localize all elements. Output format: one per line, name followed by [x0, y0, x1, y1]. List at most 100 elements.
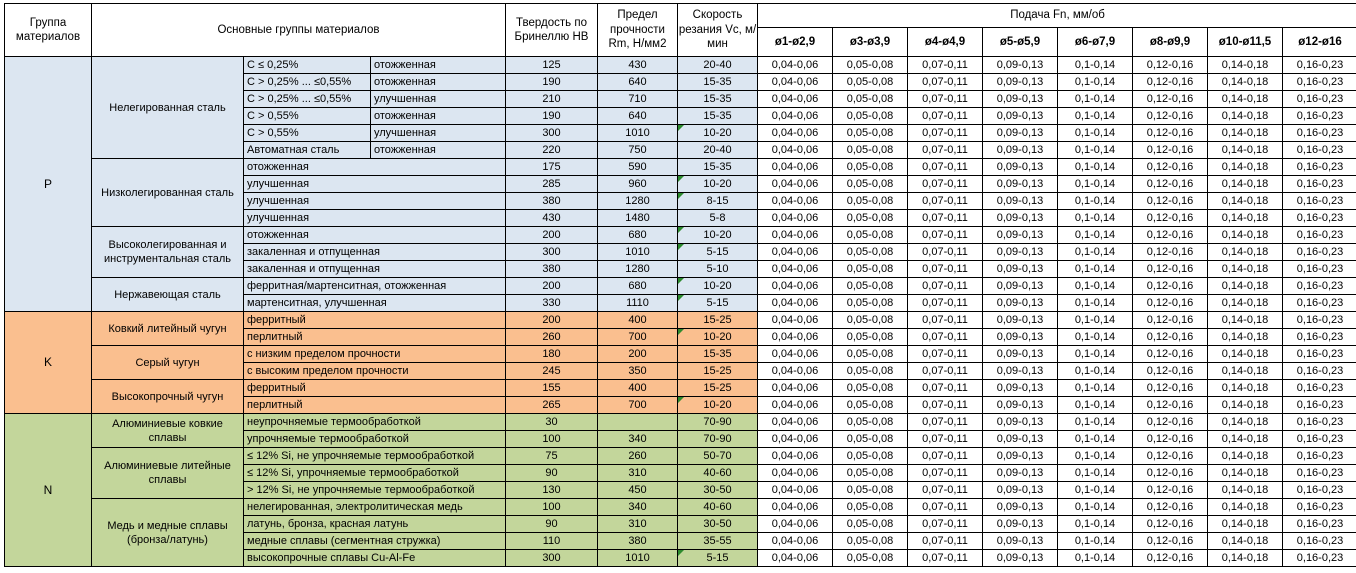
material-composition-cell[interactable]: C > 0,25% ... ≤0,55% — [243, 73, 371, 91]
feed-value-cell[interactable]: 0,12-0,16 — [1132, 175, 1208, 193]
feed-value-cell[interactable]: 0,07-0,11 — [907, 464, 983, 482]
feed-value-cell[interactable]: 0,12-0,16 — [1132, 158, 1208, 176]
feed-value-cell[interactable]: 0,12-0,16 — [1132, 413, 1208, 431]
feed-value-cell[interactable]: 0,09-0,13 — [982, 362, 1058, 380]
feed-value-cell[interactable]: 0,14-0,18 — [1207, 243, 1283, 261]
feed-value-cell[interactable]: 0,14-0,18 — [1207, 141, 1283, 159]
feed-value-cell[interactable]: 0,14-0,18 — [1207, 209, 1283, 227]
feed-value-cell[interactable]: 0,09-0,13 — [982, 413, 1058, 431]
tensile-rm-cell[interactable]: 310 — [597, 515, 678, 533]
feed-value-cell[interactable]: 0,04-0,06 — [757, 294, 833, 312]
feed-value-cell[interactable]: 0,07-0,11 — [907, 277, 983, 295]
hardness-hb-cell[interactable]: 330 — [505, 294, 598, 312]
feed-value-cell[interactable]: 0,07-0,11 — [907, 481, 983, 499]
header-feed-title[interactable]: Подача Fn, мм/об — [756, 3, 1356, 28]
feed-value-cell[interactable]: 0,14-0,18 — [1207, 56, 1283, 74]
cutting-speed-cell[interactable]: 15-35 — [677, 345, 758, 363]
feed-value-cell[interactable]: 0,09-0,13 — [982, 328, 1058, 346]
tensile-rm-cell[interactable]: 1010 — [597, 243, 678, 261]
material-desc-cell[interactable]: с высоким пределом прочности — [243, 362, 506, 380]
hardness-hb-cell[interactable]: 200 — [505, 311, 598, 329]
header-diameter-range[interactable]: ø8-ø9,9 — [1132, 27, 1208, 57]
feed-value-cell[interactable]: 0,09-0,13 — [982, 175, 1058, 193]
hardness-hb-cell[interactable]: 190 — [505, 107, 598, 125]
feed-value-cell[interactable]: 0,04-0,06 — [757, 175, 833, 193]
feed-value-cell[interactable]: 0,07-0,11 — [907, 209, 983, 227]
feed-value-cell[interactable]: 0,05-0,08 — [832, 379, 908, 397]
feed-value-cell[interactable]: 0,07-0,11 — [907, 124, 983, 142]
cutting-speed-cell[interactable]: 15-35 — [677, 73, 758, 91]
feed-value-cell[interactable]: 0,05-0,08 — [832, 413, 908, 431]
feed-value-cell[interactable]: 0,16-0,23 — [1281, 515, 1356, 533]
feed-value-cell[interactable]: 0,16-0,23 — [1281, 175, 1356, 193]
feed-value-cell[interactable]: 0,09-0,13 — [982, 549, 1058, 567]
feed-value-cell[interactable]: 0,1-0,14 — [1057, 515, 1133, 533]
feed-value-cell[interactable]: 0,07-0,11 — [907, 532, 983, 550]
tensile-rm-cell[interactable]: 1280 — [597, 260, 678, 278]
cutting-speed-cell[interactable]: 70-90 — [677, 413, 758, 431]
feed-value-cell[interactable]: 0,05-0,08 — [832, 362, 908, 380]
feed-value-cell[interactable]: 0,16-0,23 — [1281, 345, 1356, 363]
feed-value-cell[interactable]: 0,09-0,13 — [982, 124, 1058, 142]
hardness-hb-cell[interactable]: 130 — [505, 481, 598, 499]
feed-value-cell[interactable]: 0,12-0,16 — [1132, 260, 1208, 278]
feed-value-cell[interactable]: 0,04-0,06 — [757, 158, 833, 176]
feed-value-cell[interactable]: 0,16-0,23 — [1281, 430, 1356, 448]
feed-value-cell[interactable]: 0,09-0,13 — [982, 447, 1058, 465]
feed-value-cell[interactable]: 0,14-0,18 — [1207, 362, 1283, 380]
material-composition-cell[interactable]: C > 0,25% ... ≤0,55% — [243, 90, 371, 108]
feed-value-cell[interactable]: 0,1-0,14 — [1057, 396, 1133, 414]
feed-value-cell[interactable]: 0,14-0,18 — [1207, 277, 1283, 295]
subgroup-name-cell[interactable]: Серый чугун — [91, 345, 244, 380]
feed-value-cell[interactable]: 0,16-0,23 — [1281, 107, 1356, 125]
hardness-hb-cell[interactable]: 380 — [505, 260, 598, 278]
feed-value-cell[interactable]: 0,04-0,06 — [757, 277, 833, 295]
group-letter-cell[interactable]: N — [4, 413, 92, 567]
header-main-material-groups[interactable]: Основные группы материалов — [91, 3, 506, 57]
feed-value-cell[interactable]: 0,09-0,13 — [982, 56, 1058, 74]
feed-value-cell[interactable]: 0,09-0,13 — [982, 107, 1058, 125]
cutting-speed-cell[interactable]: 15-25 — [677, 311, 758, 329]
tensile-rm-cell[interactable]: 350 — [597, 362, 678, 380]
material-desc-cell[interactable]: ферритный — [243, 379, 506, 397]
feed-value-cell[interactable]: 0,07-0,11 — [907, 107, 983, 125]
cutting-speed-cell[interactable]: 15-35 — [677, 90, 758, 108]
header-cutting-speed[interactable]: Скорость резания Vc, м/мин — [677, 3, 758, 57]
feed-value-cell[interactable]: 0,12-0,16 — [1132, 226, 1208, 244]
feed-value-cell[interactable]: 0,1-0,14 — [1057, 379, 1133, 397]
feed-value-cell[interactable]: 0,12-0,16 — [1132, 498, 1208, 516]
header-diameter-range[interactable]: ø10-ø11,5 — [1207, 27, 1283, 57]
feed-value-cell[interactable]: 0,1-0,14 — [1057, 549, 1133, 567]
tensile-rm-cell[interactable]: 680 — [597, 226, 678, 244]
feed-value-cell[interactable]: 0,12-0,16 — [1132, 515, 1208, 533]
material-state-cell[interactable]: отожженная — [370, 107, 506, 125]
material-desc-cell[interactable]: неупрочняемые термообработкой — [243, 413, 506, 431]
feed-value-cell[interactable]: 0,12-0,16 — [1132, 379, 1208, 397]
feed-value-cell[interactable]: 0,05-0,08 — [832, 260, 908, 278]
tensile-rm-cell[interactable]: 710 — [597, 90, 678, 108]
hardness-hb-cell[interactable]: 100 — [505, 430, 598, 448]
feed-value-cell[interactable]: 0,14-0,18 — [1207, 124, 1283, 142]
feed-value-cell[interactable]: 0,12-0,16 — [1132, 396, 1208, 414]
feed-value-cell[interactable]: 0,05-0,08 — [832, 56, 908, 74]
feed-value-cell[interactable]: 0,1-0,14 — [1057, 345, 1133, 363]
hardness-hb-cell[interactable]: 190 — [505, 73, 598, 91]
feed-value-cell[interactable]: 0,05-0,08 — [832, 345, 908, 363]
cutting-speed-cell[interactable]: 10-20 — [677, 124, 758, 142]
feed-value-cell[interactable]: 0,09-0,13 — [982, 226, 1058, 244]
feed-value-cell[interactable]: 0,07-0,11 — [907, 549, 983, 567]
tensile-rm-cell[interactable]: 380 — [597, 532, 678, 550]
feed-value-cell[interactable]: 0,04-0,06 — [757, 311, 833, 329]
tensile-rm-cell[interactable]: 640 — [597, 107, 678, 125]
cutting-speed-cell[interactable]: 15-35 — [677, 158, 758, 176]
hardness-hb-cell[interactable]: 155 — [505, 379, 598, 397]
material-state-cell[interactable]: улучшенная — [370, 90, 506, 108]
feed-value-cell[interactable]: 0,04-0,06 — [757, 498, 833, 516]
feed-value-cell[interactable]: 0,12-0,16 — [1132, 345, 1208, 363]
feed-value-cell[interactable]: 0,16-0,23 — [1281, 141, 1356, 159]
cutting-speed-cell[interactable]: 15-25 — [677, 379, 758, 397]
cutting-speed-cell[interactable]: 15-35 — [677, 107, 758, 125]
feed-value-cell[interactable]: 0,1-0,14 — [1057, 141, 1133, 159]
feed-value-cell[interactable]: 0,14-0,18 — [1207, 294, 1283, 312]
cutting-speed-cell[interactable]: 40-60 — [677, 464, 758, 482]
